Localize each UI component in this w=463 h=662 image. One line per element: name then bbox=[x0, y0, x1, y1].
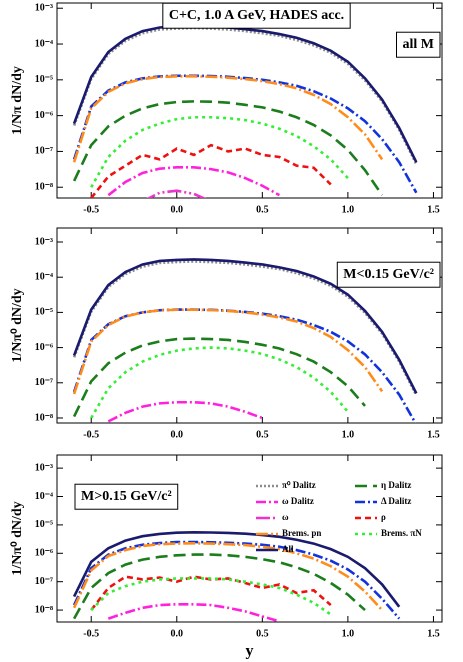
label-box bbox=[74, 483, 179, 510]
series-line bbox=[72, 337, 366, 418]
legend-label: All bbox=[282, 544, 294, 554]
x-tick-label: -0.5 bbox=[83, 628, 99, 639]
x-tick-label: 0.5 bbox=[256, 204, 269, 215]
x-tick-label: 1.5 bbox=[427, 429, 440, 440]
y-tick-label: 10⁻⁷ bbox=[35, 576, 53, 587]
y-tick-label: 10⁻⁵ bbox=[35, 74, 53, 85]
label-box bbox=[396, 31, 441, 58]
label-box-text: M>0.15 GeV/c² bbox=[81, 489, 172, 504]
series-line bbox=[90, 577, 332, 616]
series-line bbox=[72, 26, 418, 165]
legend-label: ω Dalitz bbox=[282, 496, 314, 506]
y-tick-label: 10⁻⁵ bbox=[35, 307, 53, 318]
y-tick-label: 10⁻⁴ bbox=[35, 491, 53, 502]
series-line bbox=[146, 189, 207, 198]
series-line bbox=[107, 400, 263, 423]
x-tick-label: 0.0 bbox=[171, 204, 184, 215]
plot-frame bbox=[56, 2, 443, 199]
y-tick-label: 10⁻⁶ bbox=[35, 342, 53, 353]
y-tick-label: 10⁻³ bbox=[35, 462, 53, 473]
legend-label: Brems. πN bbox=[381, 528, 422, 538]
legend-label: ω bbox=[282, 512, 289, 522]
series-line bbox=[90, 115, 349, 188]
x-tick-label: 0.5 bbox=[256, 628, 269, 639]
x-tick-label: 0.0 bbox=[171, 628, 184, 639]
y-tick-label: 10⁻⁵ bbox=[35, 519, 53, 530]
x-tick-label: 1.5 bbox=[427, 628, 440, 639]
legend-label: Δ Dalitz bbox=[381, 496, 411, 506]
series-line bbox=[107, 602, 280, 622]
y-tick-label: 10⁻⁶ bbox=[35, 110, 53, 121]
plot-frame bbox=[56, 454, 443, 623]
y-axis-label: 1/Nπ⁰ dN/dy bbox=[10, 501, 25, 575]
y-tick-label: 10⁻⁸ bbox=[35, 604, 53, 615]
plot-lines bbox=[72, 530, 401, 622]
x-tick-label: 1.0 bbox=[342, 628, 355, 639]
y-tick-label: 10⁻³ bbox=[35, 236, 53, 247]
y-axis-label: 1/Nπ dN/dy bbox=[10, 66, 25, 135]
label-box-text: C+C, 1.0 A GeV, HADES acc. bbox=[169, 8, 344, 23]
plot-lines bbox=[72, 258, 418, 423]
series-line bbox=[72, 100, 384, 196]
series-line bbox=[72, 258, 418, 394]
series-line bbox=[72, 308, 417, 423]
series-line bbox=[72, 308, 384, 395]
label-box-text: M<0.15 GeV/c² bbox=[343, 267, 434, 282]
series-line bbox=[90, 346, 349, 419]
series-line bbox=[72, 541, 384, 611]
label-box-text: all M bbox=[403, 37, 435, 52]
series-line bbox=[72, 530, 401, 608]
plot-lines bbox=[72, 24, 418, 198]
legend-label: η Dalitz bbox=[381, 480, 411, 490]
x-axis-label: y bbox=[246, 643, 254, 660]
label-box bbox=[162, 2, 351, 29]
series-line bbox=[72, 75, 384, 163]
x-tick-label: 0.5 bbox=[256, 429, 269, 440]
series-line bbox=[72, 24, 418, 163]
plot-frame bbox=[56, 227, 443, 424]
y-tick-label: 10⁻⁸ bbox=[35, 412, 53, 423]
y-tick-label: 10⁻⁷ bbox=[35, 377, 53, 388]
y-tick-label: 10⁻⁷ bbox=[35, 146, 53, 157]
x-tick-label: 1.5 bbox=[427, 204, 440, 215]
y-tick-label: 10⁻⁴ bbox=[35, 38, 53, 49]
x-tick-label: 0.0 bbox=[171, 429, 184, 440]
x-tick-label: -0.5 bbox=[83, 429, 99, 440]
legend-label: ρ bbox=[381, 512, 386, 522]
legend-label: Brems. pn bbox=[282, 528, 321, 538]
series-line bbox=[72, 553, 366, 620]
y-axis-label: 1/Nπ⁰ dN/dy bbox=[10, 288, 25, 362]
y-tick-label: 10⁻⁶ bbox=[35, 548, 53, 559]
x-tick-label: -0.5 bbox=[83, 204, 99, 215]
y-tick-label: 10⁻³ bbox=[35, 3, 53, 14]
series-line bbox=[107, 166, 281, 197]
label-box bbox=[336, 261, 441, 288]
y-tick-label: 10⁻⁴ bbox=[35, 271, 53, 282]
series-line bbox=[90, 143, 332, 198]
x-tick-label: 1.0 bbox=[342, 204, 355, 215]
legend-label: π⁰ Dalitz bbox=[282, 480, 316, 490]
y-tick-label: 10⁻⁸ bbox=[35, 182, 53, 193]
x-tick-label: 1.0 bbox=[342, 429, 355, 440]
